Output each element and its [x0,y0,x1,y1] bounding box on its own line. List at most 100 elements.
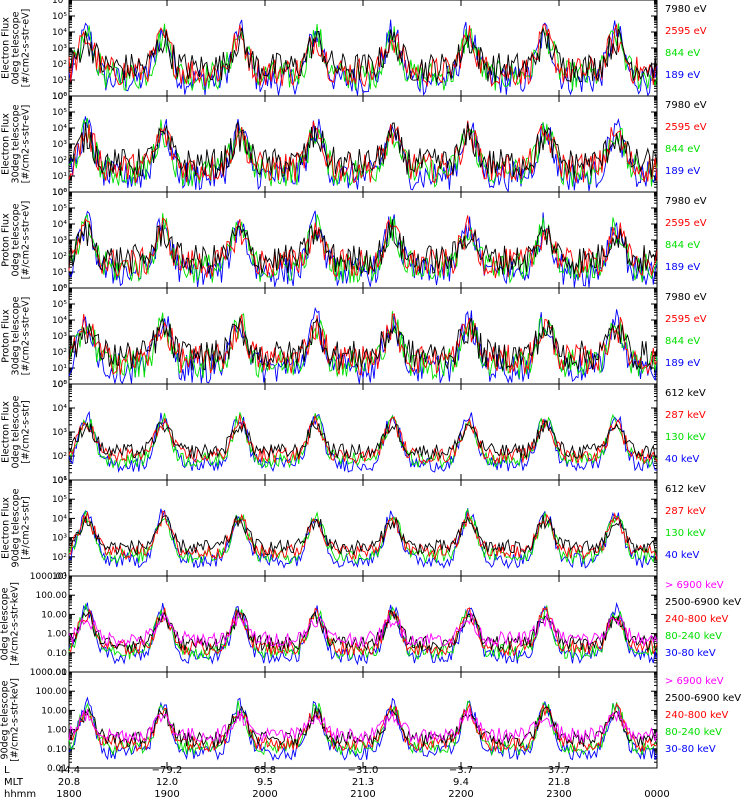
series-trace [68,700,658,756]
legend-entry: 40 keV [665,550,699,561]
y-axis-label-line: Electron Flux [1,113,12,175]
y-axis-label-line: [#/cm2-s-str] [21,400,32,463]
legend-entry: 7980 eV [665,4,707,15]
series-trace [68,27,658,83]
y-tick-label: 10⁴ [52,514,67,524]
y-axis-label-line: 90deg telescope [0,680,11,759]
legend-entry: 2595 eV [665,122,707,133]
x-tick-label-mlt: 21.8 [548,777,570,788]
y-axis-label-line: 30deg telescope [11,296,22,375]
x-tick-label-l: 37.7 [548,765,570,776]
panel-7: 0.01 0.10 1.00 10.00 100.00 1000.00 0deg teles… [0,572,741,678]
x-tick-label-mlt: 9.5 [257,777,273,788]
series-trace [68,708,658,744]
legend-entry: 40 keV [665,454,699,465]
series-trace [68,313,658,376]
legend-entry: 130 keV [665,528,706,539]
legend-entry: 844 eV [665,144,700,155]
x-tick-label-mlt: 20.8 [58,777,80,788]
y-axis-label: TEDElectron Flux0deg telescope[#/cm2-s-s… [0,9,32,88]
y-axis-label-line: Electron Flux [1,497,12,559]
series-trace [68,412,658,470]
series-trace [68,419,658,460]
legend-entry: 7980 eV [665,292,707,303]
legend-entry: > 6900 keV [665,676,724,687]
legend-entry: 189 eV [665,358,700,369]
y-axis-label-line: [#/cm2-s-str-keV] [10,678,21,762]
y-tick-label: 10⁰ [52,92,67,102]
x-tick-label-hhmm: 2000 [252,789,277,800]
y-tick-label: 10³ [52,332,67,342]
series-trace [68,306,658,385]
series-trace [68,121,658,179]
panel-frame [68,575,658,673]
series-trace [68,215,658,279]
x-tick-label-mlt: 12.0 [156,777,178,788]
legend-entry: 80-240 keV [665,727,722,738]
y-axis-label: TEDProton Flux30deg telescope[#/cm2-s-st… [0,296,32,375]
panel-6: 10¹ 10² 10³ 10⁴ 10⁵ 10⁶ MEPEDElectron Flux90de… [0,476,706,582]
series-trace [68,608,658,653]
y-tick-label: 10¹ [52,76,67,86]
y-tick-label: 10² [52,252,67,262]
legend-entry: 189 eV [665,70,700,81]
legend-entry: 844 eV [665,240,700,251]
panel-8: 0.01 0.10 1.00 10.00 100.00 1000.00 90deg tele… [0,668,741,774]
x-tick-label-mlt: 21.3 [352,777,374,788]
y-axis-label-line: 0deg telescope [11,11,22,84]
legend-entry: 2595 eV [665,26,707,37]
x-tick-label-hhmm: 2200 [448,789,473,800]
x-tick-label-mlt: 9.4 [453,777,469,788]
y-tick-label: 10⁰ [52,284,67,294]
y-axis-label-line: Electron Flux [1,401,12,463]
x-axis-labels: LMLThhmm202444.420.81800Jul 18−79.212.01… [4,765,670,800]
panel-2: 10⁰ 10¹ 10² 10³ 10⁴ 10⁵ 10⁶ TEDElectron Flux30d… [0,92,707,198]
y-tick-label: 100.00 [36,687,68,697]
x-tick-label-hhmm: 2100 [350,789,375,800]
y-tick-label: 10.00 [41,706,67,716]
y-axis-label-line: TED [0,134,2,154]
y-axis-label-line: [#/cm2-s-str-keV] [10,582,21,666]
y-tick-label: 10⁴ [52,404,67,414]
x-tick-label-hhmm: 0000 [644,789,669,800]
series-trace [68,120,658,184]
panel-5: 10¹ 10² 10³ 10⁴ 10⁵ MEPEDElectron Flux0deg te… [0,380,706,486]
y-axis-label-line: TED [0,326,2,346]
y-axis-label-line: MEPED [0,511,2,544]
series-trace [68,696,658,762]
x-tick-label-hhmm: 1800 [56,789,81,800]
legend-entry: > 6900 keV [665,580,724,591]
legend-entry: 189 eV [665,166,700,177]
y-tick-label: 10³ [52,236,67,246]
legend-entry: 612 keV [665,388,706,399]
legend-entry: 240-800 keV [665,614,729,625]
panel-3: 10⁰ 10¹ 10² 10³ 10⁴ 10⁵ 10⁶ TEDProton Flux0deg … [0,188,707,294]
legend-entry: 240-800 keV [665,710,729,721]
y-tick-label: 10² [52,60,67,70]
y-axis-label: MEPEDElectron Flux90deg telescope[#/cm2-… [0,488,32,567]
series-trace [68,514,658,557]
x-row-label: L [4,765,10,776]
legend-entry: 30-80 keV [665,744,716,755]
y-tick-label: 0.01 [47,764,67,774]
y-tick-label: 10⁴ [52,220,67,230]
y-tick-label: 0.10 [47,649,67,659]
legend-entry: 844 eV [665,336,700,347]
y-tick-label: 10² [52,348,67,358]
y-tick-label: 10² [52,156,67,166]
y-tick-label: 10³ [52,534,67,544]
y-tick-label: 10⁶ [52,92,67,102]
legend-entry: 130 keV [665,432,706,443]
series-trace [68,316,658,371]
panel-4: 10⁰ 10¹ 10² 10³ 10⁴ 10⁵ 10⁶ TEDProton Flux30deg… [0,284,707,390]
y-axis-label-line: [#/cm2-s-str] [21,496,32,559]
y-axis-label-line: [#/cm2-s-str-eV] [21,297,32,376]
series-trace [68,507,658,565]
legend-entry: 2595 eV [665,218,707,229]
y-axis-label-line: [#/cm2-s-str-eV] [21,105,32,184]
series-trace [68,611,658,648]
series-trace [68,117,658,188]
y-axis-label: MEPEDElectron Flux0deg telescope[#/cm2-s… [0,395,32,468]
series-trace [68,702,658,753]
y-tick-label: 100.00 [36,591,68,601]
